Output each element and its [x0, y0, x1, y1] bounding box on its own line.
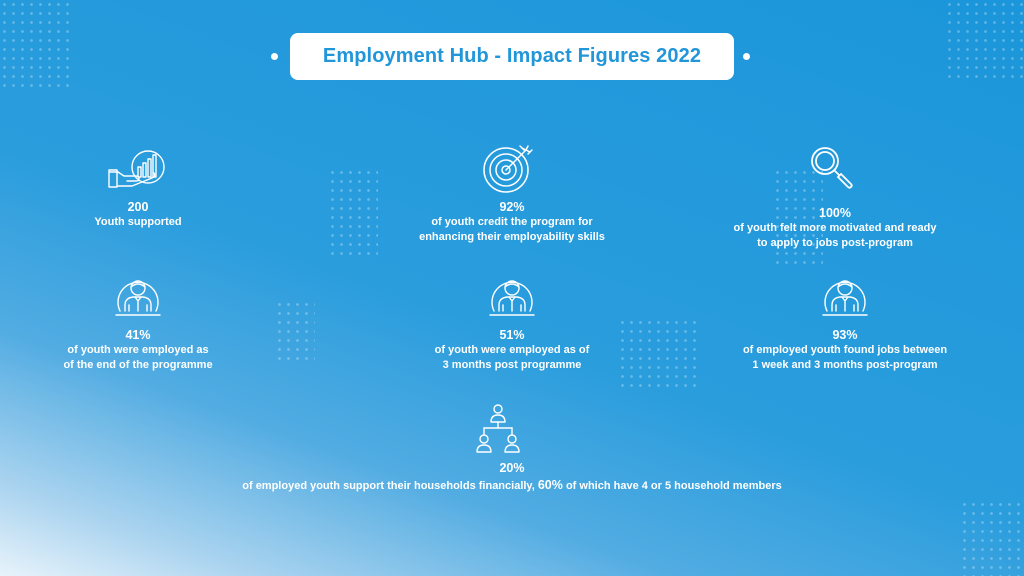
stat-employability-skills: 92% of youth credit the program for enha… [382, 140, 642, 250]
dot-pattern-top-left [0, 0, 70, 90]
employee-icon [114, 271, 162, 324]
dot-pattern-mid-left [275, 300, 315, 360]
network-hierarchy-icon [476, 402, 520, 459]
bottom-desc-highlight: 60% [537, 478, 563, 492]
hand-growth-chart-icon [108, 150, 168, 195]
bottom-stat-value: 20% [499, 461, 525, 475]
stat-value: 100% [819, 206, 851, 220]
employee-icon [821, 271, 869, 324]
title-left-dot [271, 53, 278, 60]
stat-description: of youth were employed as of the end of … [63, 344, 213, 371]
stat-value: 92% [499, 200, 525, 214]
bottom-stat-description: of employed youth support their househol… [100, 478, 924, 494]
stat-description: of youth credit the program for enhancin… [419, 216, 605, 243]
stat-value: 41% [125, 328, 151, 342]
stat-value: 51% [499, 328, 525, 342]
stat-value: 200 [127, 200, 149, 214]
stat-employed-3-months: 51% of youth were employed as of 3 month… [392, 268, 632, 380]
stat-description: of employed youth found jobs between 1 w… [742, 344, 948, 371]
dot-pattern-top-right [945, 0, 1024, 80]
stat-youth-supported: 200 Youth supported [40, 140, 236, 240]
stat-employed-end-programme: 41% of youth were employed as of the end… [50, 268, 226, 380]
stat-jobs-found-timing: 93% of employed youth found jobs between… [715, 268, 975, 380]
page-title: Employment Hub - Impact Figures 2022 [322, 45, 702, 67]
magnifier-icon [809, 145, 855, 196]
target-icon [482, 144, 534, 199]
employee-icon [488, 271, 536, 324]
stat-description: of youth were employed as of 3 months po… [434, 344, 590, 371]
title-banner: Employment Hub - Impact Figures 2022 [290, 33, 734, 80]
bottom-desc-post: of which have 4 or 5 household members [562, 480, 782, 492]
bottom-desc-pre: of employed youth support their househol… [242, 480, 538, 492]
stat-description: Youth supported [94, 216, 182, 228]
stat-description: of youth felt more motivated and ready t… [733, 222, 937, 249]
stat-value: 93% [832, 328, 858, 342]
dot-pattern-right [773, 168, 823, 268]
dot-pattern-bottom-right [960, 500, 1024, 576]
dot-pattern-center [618, 318, 698, 388]
title-right-dot [743, 53, 750, 60]
stat-motivation: 100% of youth felt more motivated and re… [705, 140, 965, 255]
dot-pattern-center-left [328, 168, 378, 258]
